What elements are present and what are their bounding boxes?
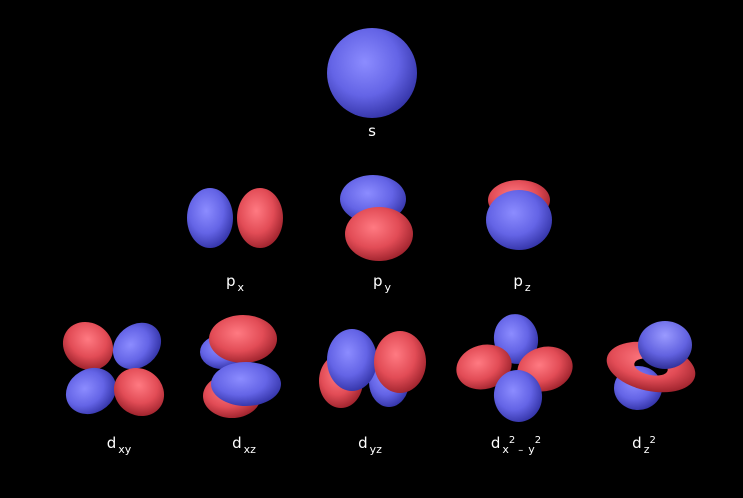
label-dyz: d yz — [358, 434, 382, 456]
label-dx2-y2-sup2: 2 — [534, 435, 542, 446]
label-dx2-y2-main: d — [490, 434, 501, 452]
label-dxz-sub: xz — [243, 443, 256, 456]
label-dxy-sub: xy — [118, 443, 132, 456]
pz-orbital — [486, 180, 552, 250]
dz2-orbital — [606, 321, 696, 410]
label-dyz-main: d — [358, 434, 368, 452]
label-dxz: d xz — [232, 434, 256, 456]
dyz-orbital — [319, 329, 426, 408]
label-dz2-sup: 2 — [649, 435, 656, 446]
s-orbital — [327, 28, 417, 118]
label-py-main: p — [372, 272, 383, 290]
label-py-sub: y — [384, 281, 392, 294]
dxz-orbital — [200, 315, 281, 418]
label-dyz-sub: yz — [369, 443, 382, 456]
label-dx2-y2-minus: – — [518, 445, 524, 456]
label-dxy: d xy — [106, 434, 132, 456]
label-px-main: p — [225, 272, 236, 290]
label-dx2-y2-sub1: x — [502, 443, 509, 456]
label-dx2-y2-sub2: y — [528, 443, 535, 456]
px-orbital — [187, 188, 283, 248]
dx2-y2-orbital — [456, 314, 573, 422]
label-dz2: d z2 — [632, 434, 656, 456]
label-dx2-y2: d x2– y2 — [490, 434, 542, 456]
py-orbital — [340, 175, 413, 261]
label-s: s — [368, 124, 376, 139]
label-dxy-main: d — [106, 434, 117, 452]
label-pz-sub: z — [524, 281, 531, 294]
label-s-main: s — [368, 122, 376, 140]
label-dxz-main: d — [232, 434, 242, 452]
label-dx2-y2-sup1: 2 — [508, 435, 516, 446]
label-px-sub: x — [237, 281, 245, 294]
label-dz2-main: d — [632, 434, 642, 452]
dxy-orbital — [62, 321, 165, 417]
label-dz2-sub: z — [643, 443, 650, 456]
label-pz-main: p — [513, 272, 523, 290]
